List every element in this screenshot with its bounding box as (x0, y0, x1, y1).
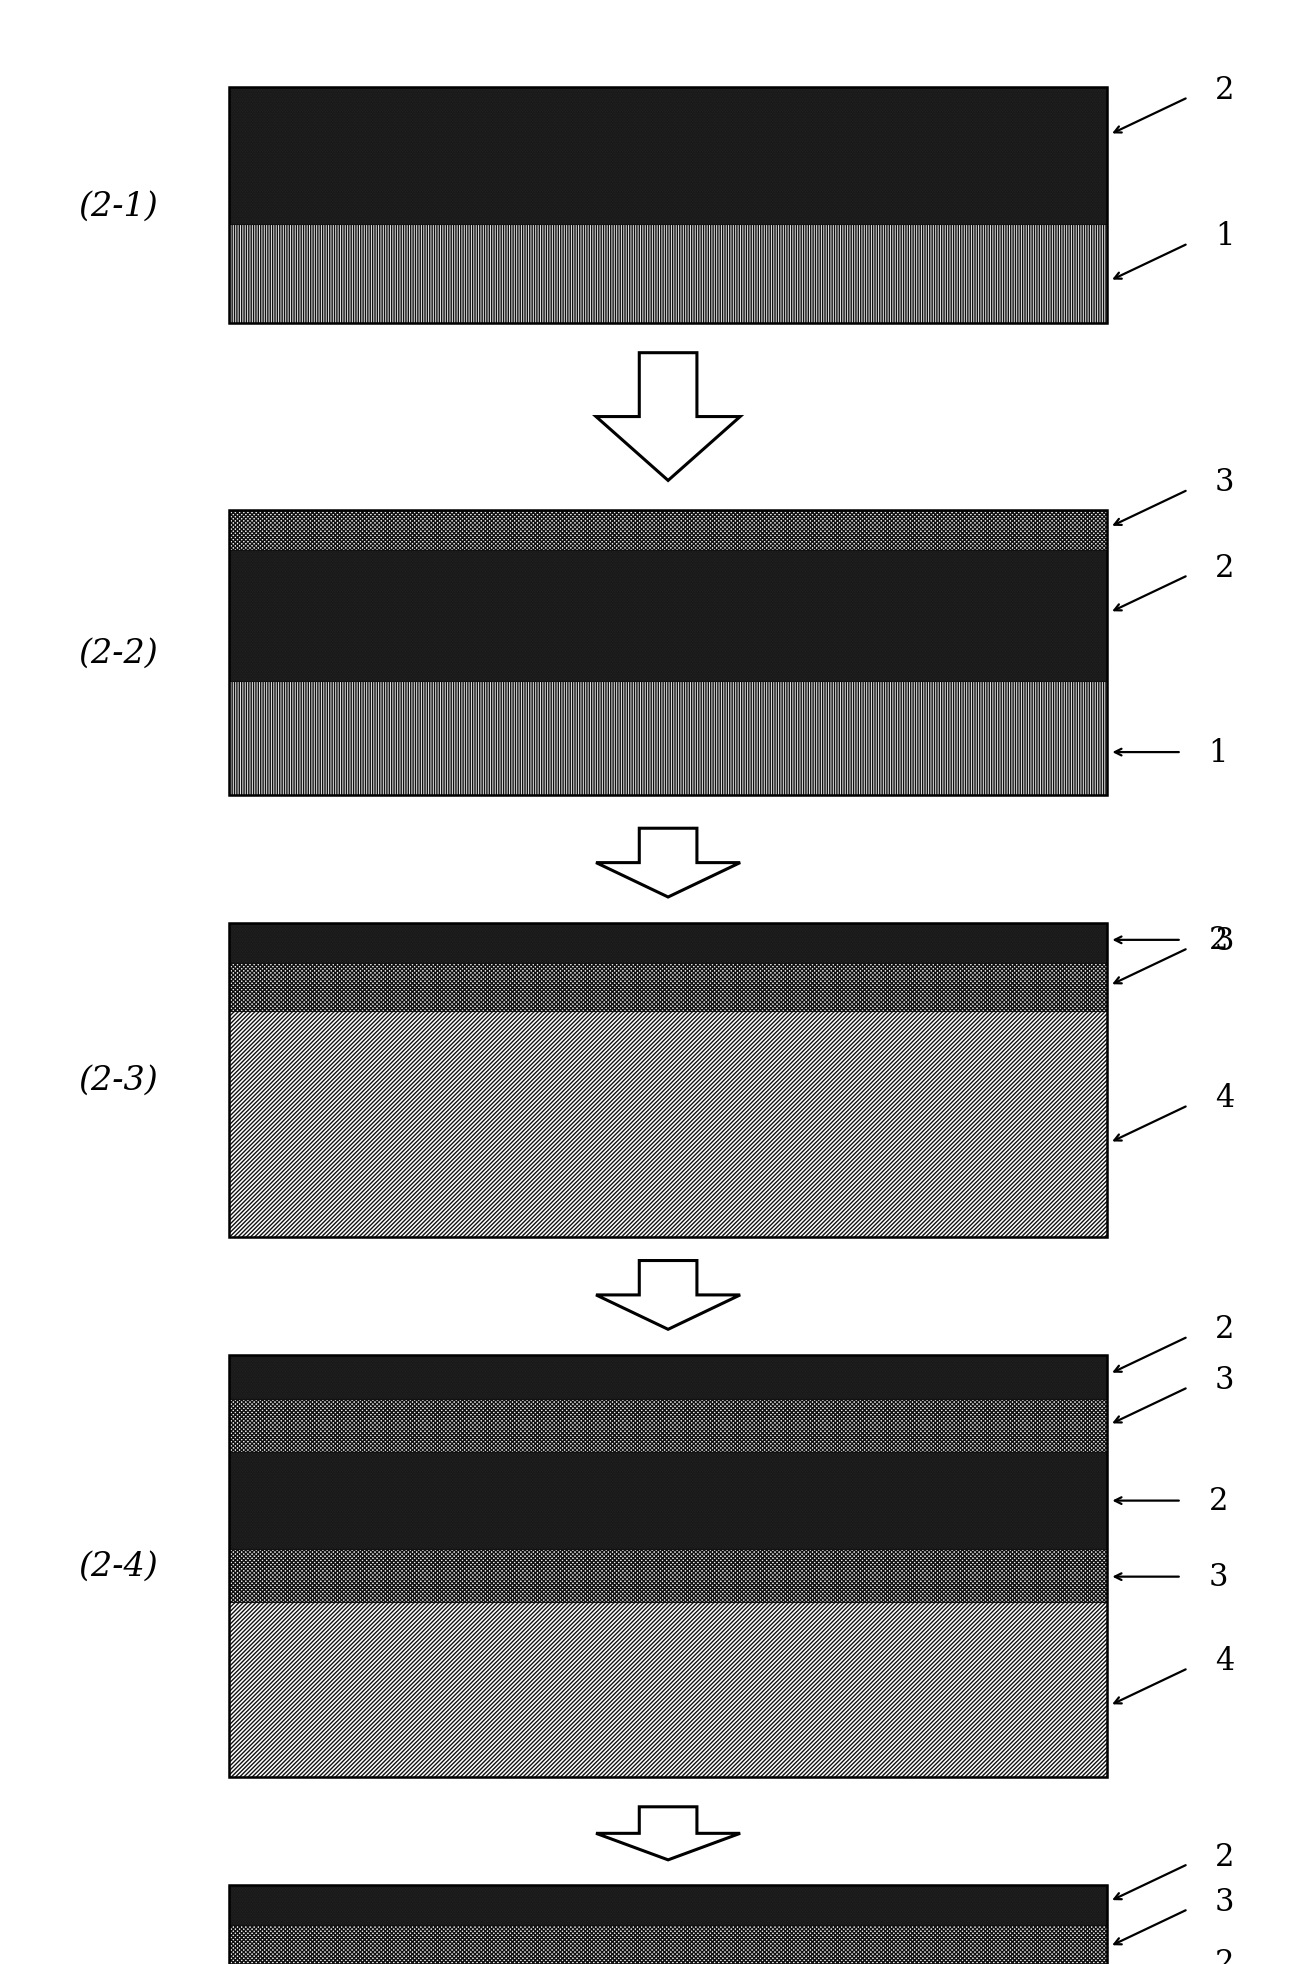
Text: 3: 3 (1216, 467, 1234, 499)
Text: (2-4): (2-4) (79, 1550, 157, 1583)
Text: (2-3): (2-3) (79, 1064, 157, 1096)
Bar (229, 88, 1107, 324)
Bar (229, 1011, 1107, 1237)
Bar (229, 1355, 1107, 1400)
Text: 2: 2 (1209, 1485, 1227, 1516)
Polygon shape (596, 829, 740, 898)
Polygon shape (596, 354, 740, 481)
Text: 3: 3 (1216, 1365, 1234, 1394)
Text: 3: 3 (1216, 1885, 1234, 1917)
Bar (229, 511, 1107, 550)
Text: 4: 4 (1216, 1646, 1234, 1675)
Bar (229, 511, 1107, 795)
Bar (229, 226, 1107, 324)
Bar (229, 1400, 1107, 1451)
Bar (229, 682, 1107, 795)
Bar (229, 964, 1107, 1011)
Text: (2-2): (2-2) (79, 636, 157, 670)
Bar (229, 1550, 1107, 1603)
Text: 2: 2 (1209, 925, 1227, 956)
Text: 1: 1 (1216, 222, 1234, 251)
Text: 2: 2 (1216, 1840, 1234, 1872)
Text: 1: 1 (1209, 736, 1227, 768)
Bar (229, 1925, 1107, 1964)
Text: 3: 3 (1216, 925, 1234, 956)
Text: 3: 3 (1209, 1561, 1227, 1593)
Bar (229, 1355, 1107, 1777)
Bar (229, 1603, 1107, 1777)
Bar (229, 923, 1107, 964)
Bar (229, 923, 1107, 1237)
Text: (2-1): (2-1) (79, 191, 157, 222)
Bar (229, 1885, 1107, 1964)
Text: 2: 2 (1216, 552, 1234, 583)
Bar (229, 550, 1107, 682)
Text: 2: 2 (1216, 75, 1234, 106)
Polygon shape (596, 1807, 740, 1860)
Bar (229, 1885, 1107, 1925)
Text: 2: 2 (1216, 1314, 1234, 1345)
Text: 4: 4 (1216, 1082, 1234, 1114)
Text: 2: 2 (1216, 1946, 1234, 1964)
Polygon shape (596, 1261, 740, 1330)
Bar (229, 88, 1107, 226)
Bar (229, 1451, 1107, 1550)
